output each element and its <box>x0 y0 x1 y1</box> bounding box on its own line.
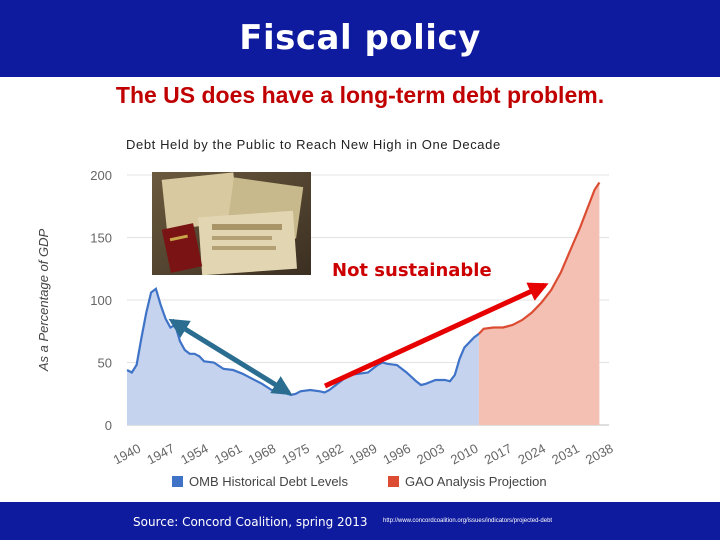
x-tick-label: 1954 <box>178 441 211 468</box>
historical-debt-area <box>127 288 479 425</box>
projection-line <box>478 181 601 335</box>
debt-chart: Debt Held by the Public to Reach New Hig… <box>36 137 616 489</box>
x-tick-label: 1996 <box>381 441 414 468</box>
slide-title: Fiscal policy <box>239 18 481 58</box>
x-tick-label: 1961 <box>212 441 245 468</box>
x-tick-label: 1975 <box>279 441 312 468</box>
x-tick-label: 2024 <box>515 441 548 468</box>
projection-area <box>478 182 600 425</box>
x-tick-label: 1982 <box>313 441 346 468</box>
chart-title: Debt Held by the Public to Reach New Hig… <box>126 137 501 152</box>
x-tick-label: 1940 <box>111 441 144 468</box>
debt-rise-arrow <box>323 282 549 389</box>
y-tick-label: 50 <box>98 356 112 371</box>
x-tick-label: 2003 <box>414 441 447 468</box>
x-tick-labels: 1940 1947 1954 1961 1968 1975 1982 1989 1996 2003… <box>111 441 616 468</box>
legend-label-projection: GAO Analysis Projection <box>405 474 547 489</box>
legend-label-historical: OMB Historical Debt Levels <box>189 474 348 489</box>
x-tick-label: 2010 <box>448 441 481 468</box>
y-tick-label: 200 <box>90 168 112 183</box>
x-tick-label: 1968 <box>246 441 279 468</box>
y-tick-label: 100 <box>90 293 112 308</box>
source-credit: Source: Concord Coalition, spring 2013 <box>133 515 368 529</box>
not-sustainable-label: Not sustainable <box>332 260 492 281</box>
y-tick-label: 0 <box>105 418 112 433</box>
postwar-decline-arrow <box>168 318 293 396</box>
title-bar <box>0 0 720 77</box>
legend-swatch-historical <box>172 476 183 487</box>
footer-bar <box>0 502 720 540</box>
y-tick-label: 150 <box>90 231 112 246</box>
x-tick-label: 2038 <box>583 441 616 468</box>
x-tick-label: 1947 <box>144 441 177 468</box>
source-url: http://www.concordcoalition.org/issues/i… <box>383 518 553 524</box>
x-tick-label: 2017 <box>482 441 515 468</box>
x-tick-label: 2031 <box>549 441 582 468</box>
slide-subtitle: The US does have a long-term debt proble… <box>115 82 605 108</box>
documents-photo <box>152 172 311 276</box>
legend: OMB Historical Debt Levels GAO Analysis … <box>172 474 547 489</box>
legend-swatch-projection <box>388 476 399 487</box>
y-tick-labels: 200 150 100 50 0 <box>90 168 112 433</box>
y-axis-label: As a Percentage of GDP <box>36 228 51 372</box>
x-tick-label: 1989 <box>347 441 380 468</box>
historical-debt-line <box>126 286 480 397</box>
